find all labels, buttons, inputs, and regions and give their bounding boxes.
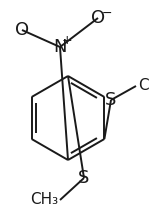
- Text: O: O: [91, 9, 105, 27]
- Text: CH₃: CH₃: [138, 79, 150, 93]
- Text: O: O: [15, 21, 29, 39]
- Text: S: S: [105, 91, 117, 109]
- Text: S: S: [78, 169, 90, 187]
- Text: +: +: [62, 34, 72, 47]
- Text: CH₃: CH₃: [30, 192, 58, 208]
- Text: N: N: [53, 38, 67, 56]
- Text: −: −: [102, 6, 112, 19]
